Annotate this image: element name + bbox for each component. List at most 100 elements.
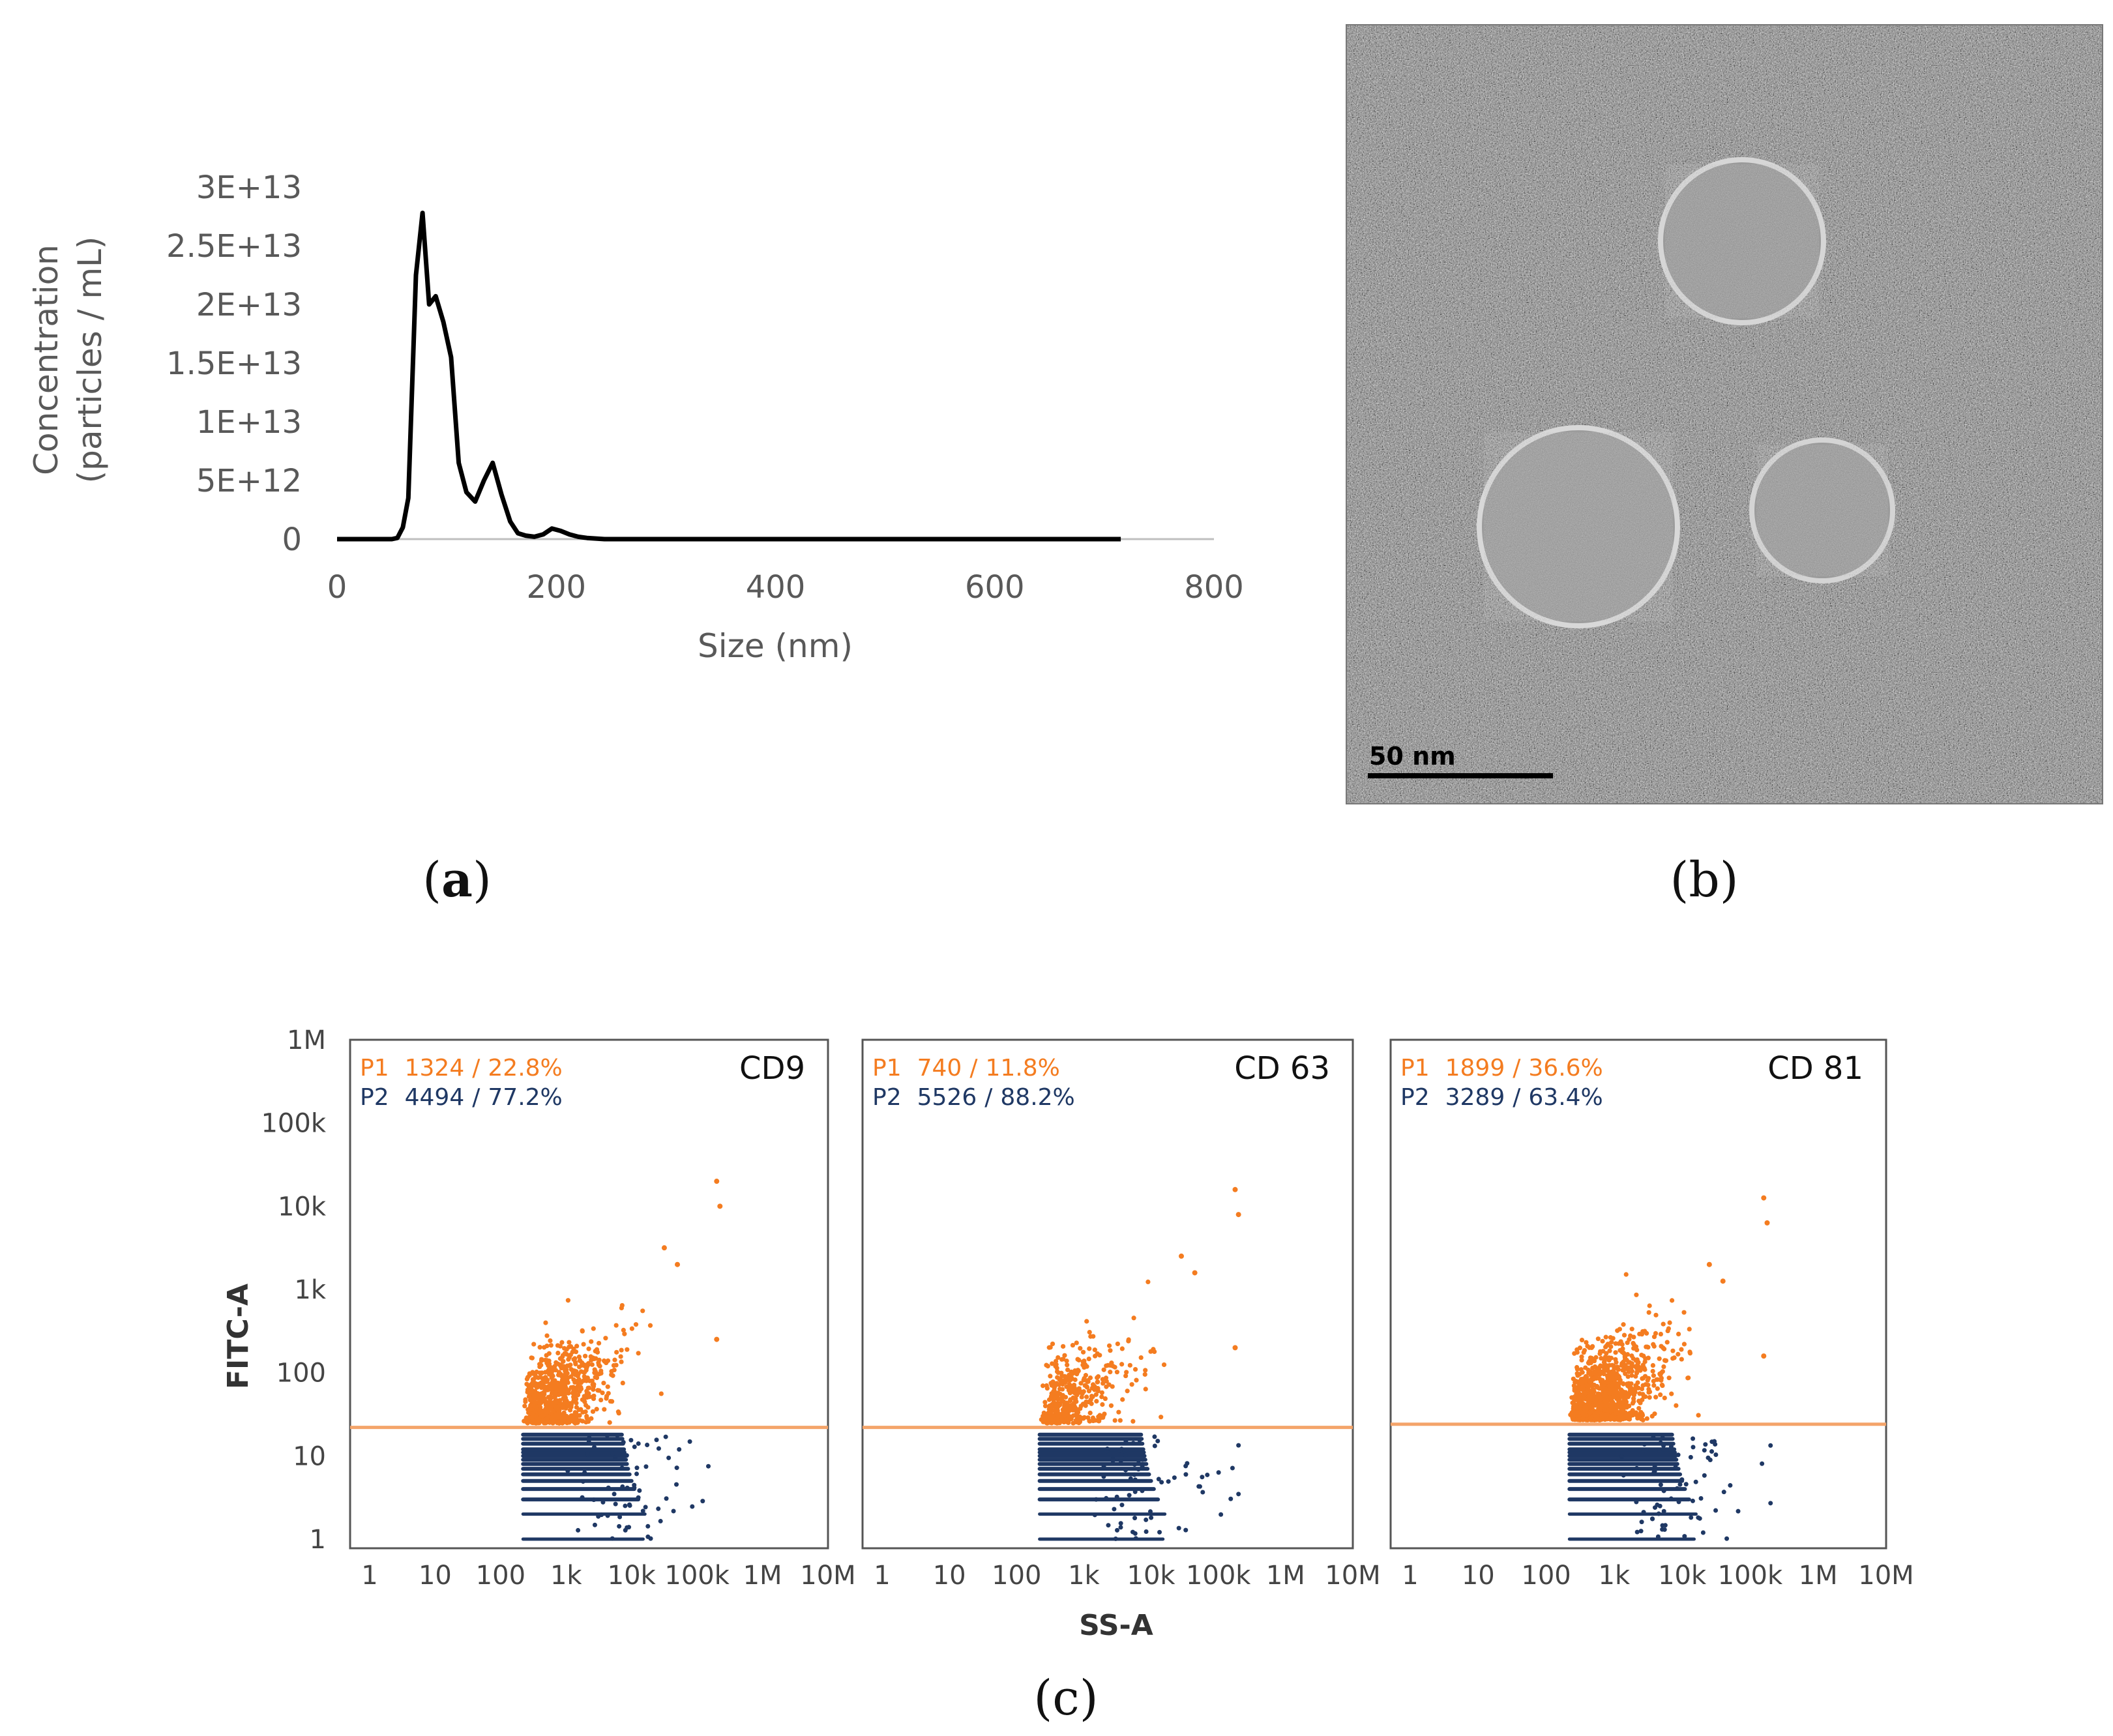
vesicle-top [1658, 157, 1826, 325]
flow-x-tick-label: 10 [933, 1561, 966, 1591]
flow-p1-point [1046, 1420, 1052, 1425]
flow-p1-point [675, 1261, 681, 1267]
flow-p1-point [1640, 1392, 1646, 1397]
flow-p1-point [1178, 1253, 1184, 1259]
flow-p1-point [1636, 1405, 1642, 1411]
flow-p2-point [1157, 1529, 1162, 1535]
flow-gate-count: 1324 [405, 1055, 465, 1081]
flow-gate-separator: / [472, 1084, 480, 1111]
flow-gate-name: P1 [1400, 1055, 1430, 1081]
flow-p1-point [597, 1388, 602, 1393]
flow-p1-point [542, 1345, 547, 1350]
flow-p1-point [1640, 1376, 1646, 1381]
chart-a-y-tick-label: 2E+13 [196, 287, 302, 323]
flow-p2-point [648, 1536, 653, 1541]
flow-p1-point [1642, 1359, 1648, 1364]
flow-p1-point [1647, 1389, 1653, 1394]
flow-p1-point [528, 1390, 533, 1396]
flow-p1-point [528, 1403, 533, 1408]
panel-a-label: (a) [422, 852, 492, 908]
flow-p1-point [1093, 1353, 1098, 1359]
flow-p2-point [1691, 1436, 1696, 1441]
flow-p1-point [1607, 1348, 1612, 1353]
flow-p1-point [548, 1338, 553, 1344]
flow-p1-point [537, 1409, 542, 1414]
flow-p1-point [1055, 1405, 1060, 1410]
flow-p1-point [1104, 1363, 1109, 1368]
flow-p2-point [654, 1437, 659, 1443]
flow-p2-point [663, 1434, 668, 1439]
flow-p1-point [533, 1400, 538, 1405]
flow-p1-point [1063, 1405, 1069, 1410]
flow-x-tick-label: 1k [1599, 1561, 1631, 1591]
flow-p1-point [1064, 1384, 1069, 1389]
flow-p1-point [589, 1357, 594, 1363]
flow-p1-point [1095, 1379, 1101, 1385]
flow-p1-point [1574, 1366, 1580, 1372]
flow-p1-point [1051, 1417, 1056, 1422]
flow-p1-point [1053, 1359, 1059, 1364]
flow-p1-point [524, 1376, 530, 1382]
flow-p1-point [1109, 1361, 1114, 1366]
flow-p1-point [1073, 1390, 1078, 1396]
flow-p1-point [629, 1326, 634, 1331]
flow-gate-stat-p1: P1 1324 / 22.8% [360, 1055, 563, 1081]
flow-p2-point [582, 1470, 587, 1475]
flow-p1-point [587, 1385, 592, 1390]
flow-p1-point [539, 1394, 544, 1400]
flow-p1-point [1134, 1377, 1139, 1383]
flow-p1-point [1602, 1391, 1607, 1396]
flow-p2-point [605, 1513, 610, 1518]
flow-p1-point [1616, 1367, 1621, 1372]
flow-p1-point [544, 1416, 550, 1421]
vesicle-left [1477, 425, 1680, 628]
flow-p2-point [627, 1525, 632, 1530]
flow-p1-point [1669, 1391, 1674, 1396]
flow-p2-point [610, 1451, 615, 1456]
flow-p2-point [612, 1492, 617, 1497]
flow-p1-point [1605, 1366, 1610, 1372]
flow-p1-point [1580, 1387, 1586, 1392]
flow-plot-frame [349, 1038, 829, 1550]
flow-p1-point [1106, 1343, 1112, 1348]
flow-p1-point [1078, 1381, 1084, 1386]
flow-p1-point [1591, 1389, 1597, 1394]
flow-gate-count: 5526 [917, 1084, 977, 1111]
flow-p2-point [656, 1446, 661, 1451]
flow-p1-point [598, 1397, 604, 1403]
flow-x-tick-label: 10k [1658, 1561, 1707, 1591]
flow-y-axis-label: FITC-A [222, 1284, 255, 1389]
flow-p1-point [559, 1340, 565, 1345]
flow-p1-point [1084, 1394, 1089, 1400]
chart-a-y-tick-label: 5E+12 [196, 463, 302, 499]
flow-p1-point [537, 1345, 542, 1350]
flow-p1-point [1084, 1383, 1089, 1389]
flow-p1-point [1661, 1364, 1666, 1370]
flow-p2-point [1118, 1521, 1123, 1526]
flow-p1-point [1099, 1390, 1104, 1395]
flow-p1-point [1126, 1337, 1131, 1342]
flow-p1-point [1606, 1407, 1611, 1413]
flow-p1-point [1658, 1372, 1663, 1377]
flow-p1-point [591, 1326, 596, 1331]
flow-p1-point [1615, 1328, 1620, 1333]
flow-gate-percent: 77.2% [488, 1084, 562, 1111]
flow-p1-point [633, 1322, 639, 1327]
flow-p2-point [1118, 1525, 1123, 1530]
flow-p1-point [1086, 1356, 1091, 1362]
flow-p1-point [1127, 1362, 1132, 1368]
flow-x-tick-label: 1 [1402, 1561, 1418, 1591]
flow-p1-point [1112, 1418, 1117, 1423]
panel-c-label-close: ) [1080, 1670, 1099, 1726]
panel-b-label-close: ) [1720, 852, 1739, 908]
flow-p1-point [1143, 1387, 1148, 1392]
flow-p1-point [592, 1367, 597, 1372]
flow-p1-point [534, 1369, 539, 1375]
flow-p2-point [596, 1514, 601, 1519]
flow-p1-point [566, 1419, 571, 1424]
flow-p2-point [1176, 1525, 1181, 1531]
flow-p1-point [1650, 1368, 1655, 1374]
flow-p1-point [1635, 1362, 1640, 1367]
flow-p2-point [690, 1504, 695, 1509]
flow-p1-point [543, 1376, 548, 1381]
